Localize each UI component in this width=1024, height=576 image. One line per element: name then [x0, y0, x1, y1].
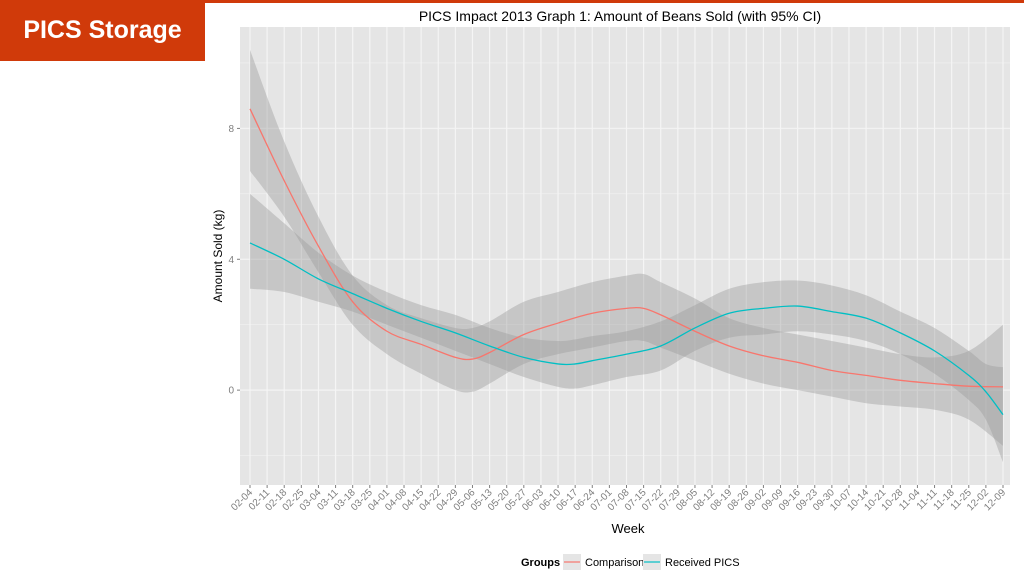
- header-accent-line: [205, 0, 1024, 3]
- slide-title: PICS Storage: [0, 0, 205, 61]
- legend-label-received-pics: Received PICS: [665, 557, 740, 569]
- y-tick-label: 0: [228, 386, 234, 397]
- series-line-received-pics: [249, 242, 1004, 416]
- ci-band-comparison: [250, 49, 1003, 446]
- legend-label-comparison: Comparison: [585, 557, 644, 569]
- ci-band-received-pics: [250, 193, 1003, 463]
- plot-panel: [240, 27, 1010, 485]
- y-tick-label: 8: [228, 124, 234, 135]
- y-axis-label: Amount Sold (kg): [211, 210, 225, 303]
- series-line-comparison: [249, 108, 1004, 388]
- chart-title: PICS Impact 2013 Graph 1: Amount of Bean…: [419, 8, 821, 24]
- legend-title: Groups: [521, 557, 560, 569]
- x-axis-label: Week: [612, 521, 645, 536]
- y-tick-label: 4: [228, 255, 234, 266]
- legend: Groups Comparison Received PICS: [521, 554, 740, 570]
